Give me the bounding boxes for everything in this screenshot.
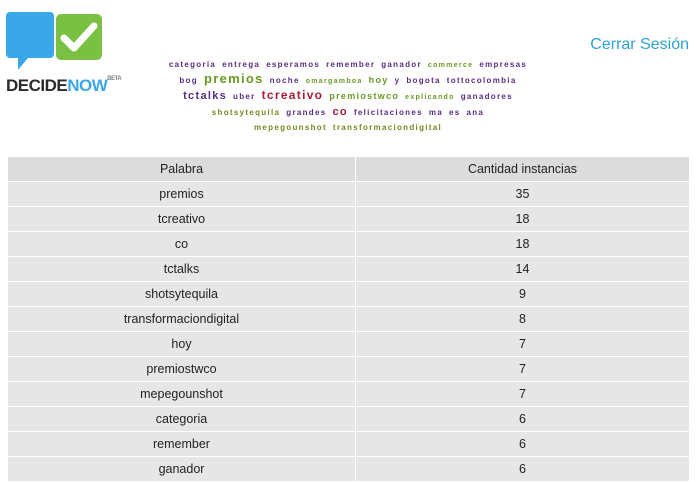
word-count-table-container: Palabra Cantidad instancias premios 35 tcr… bbox=[8, 157, 689, 482]
word-cloud-word: premiostwco bbox=[329, 91, 400, 101]
column-header-palabra: Palabra bbox=[8, 157, 356, 182]
word-cloud-word: bog bbox=[179, 76, 198, 85]
word-cloud-word: omargamboa bbox=[305, 78, 363, 85]
decidenow-logo[interactable]: DECIDENOWBETA bbox=[6, 8, 122, 98]
word-cloud-word: tctalks bbox=[183, 90, 228, 102]
word-cloud-line: bog premios noche omargamboa hoy y bogota totto… bbox=[140, 72, 556, 88]
cell-palabra: remember bbox=[8, 431, 356, 457]
table-row: hoy 7 bbox=[8, 331, 689, 357]
word-cloud-line: mepegounshot transformaciondigital bbox=[140, 119, 556, 134]
table-header-row: Palabra Cantidad instancias bbox=[8, 157, 689, 182]
word-cloud-word: premios bbox=[203, 71, 264, 86]
word-cloud-word: ganador bbox=[381, 60, 422, 69]
word-cloud-word: shotsytequila bbox=[211, 108, 281, 117]
table-row: shotsytequila 9 bbox=[8, 281, 689, 307]
word-cloud-word: uber bbox=[233, 92, 256, 101]
column-header-cantidad: Cantidad instancias bbox=[355, 157, 689, 182]
table-row: co 18 bbox=[8, 231, 689, 257]
table-body: premios 35 tcreativo 18 co 18 tctalks 14 shotsyt… bbox=[8, 181, 689, 482]
word-cloud-line: shotsytequila grandes co felicitaciones ma es… bbox=[140, 104, 556, 119]
table-row: premios 35 bbox=[8, 181, 689, 207]
word-cloud-word: y bbox=[394, 76, 401, 85]
cell-palabra: premios bbox=[8, 181, 356, 207]
table-row: remember 6 bbox=[8, 431, 689, 457]
word-cloud-word: ganadores bbox=[460, 92, 513, 101]
word-cloud-word: transformaciondigital bbox=[332, 123, 443, 132]
table-row: tcreativo 18 bbox=[8, 206, 689, 232]
cell-palabra: mepegounshot bbox=[8, 381, 356, 407]
cell-cantidad: 9 bbox=[355, 281, 689, 307]
cell-cantidad: 14 bbox=[355, 256, 689, 282]
word-cloud-word: noche bbox=[269, 76, 300, 85]
cell-cantidad: 6 bbox=[355, 406, 689, 432]
word-cloud-word: hoy bbox=[368, 75, 389, 85]
table-row: ganador 6 bbox=[8, 456, 689, 482]
word-cloud-word: commerce bbox=[427, 62, 474, 69]
cell-palabra: shotsytequila bbox=[8, 281, 356, 307]
word-cloud-word: co bbox=[332, 106, 348, 118]
word-cloud-line: categoria entrega esperamos remember ganador… bbox=[140, 56, 556, 72]
cell-cantidad: 7 bbox=[355, 356, 689, 382]
word-cloud-word: entrega bbox=[222, 60, 261, 69]
cell-cantidad: 6 bbox=[355, 456, 689, 482]
cell-cantidad: 7 bbox=[355, 381, 689, 407]
logo-wordmark: DECIDENOWBETA bbox=[6, 76, 122, 95]
word-cloud-word: remember bbox=[326, 60, 376, 69]
word-cloud-word: es bbox=[449, 108, 461, 117]
word-cloud-word: felicitaciones bbox=[353, 108, 423, 117]
word-cloud-word: grandes bbox=[286, 108, 327, 117]
table-row: categoria 6 bbox=[8, 406, 689, 432]
word-cloud-word: ma bbox=[428, 108, 443, 117]
table-row: premiostwco 7 bbox=[8, 356, 689, 382]
word-cloud-word: tottocolombia bbox=[446, 76, 517, 85]
table-row: transformaciondigital 8 bbox=[8, 306, 689, 332]
word-cloud-word: tcreativo bbox=[261, 88, 324, 102]
cell-palabra: categoria bbox=[8, 406, 356, 432]
cell-palabra: tctalks bbox=[8, 256, 356, 282]
word-cloud-line: tctalks uber tcreativo premiostwco explicand… bbox=[140, 88, 556, 104]
cell-cantidad: 18 bbox=[355, 206, 689, 232]
cell-palabra: hoy bbox=[8, 331, 356, 357]
table-row: tctalks 14 bbox=[8, 256, 689, 282]
cell-cantidad: 8 bbox=[355, 306, 689, 332]
cell-cantidad: 7 bbox=[355, 331, 689, 357]
word-cloud-word: bogota bbox=[406, 76, 441, 85]
table-row: mepegounshot 7 bbox=[8, 381, 689, 407]
cell-palabra: transformaciondigital bbox=[8, 306, 356, 332]
word-cloud-word: explicando bbox=[405, 94, 455, 101]
cell-cantidad: 18 bbox=[355, 231, 689, 257]
word-count-table: Palabra Cantidad instancias premios 35 tcr… bbox=[8, 157, 689, 482]
word-cloud: categoria entrega esperamos remember ganador… bbox=[140, 56, 556, 134]
cell-cantidad: 6 bbox=[355, 431, 689, 457]
logout-link[interactable]: Cerrar Sesión bbox=[590, 36, 689, 53]
word-cloud-word: mepegounshot bbox=[253, 123, 327, 132]
word-cloud-word: empresas bbox=[479, 60, 528, 69]
cell-palabra: premiostwco bbox=[8, 356, 356, 382]
logo-icon bbox=[6, 12, 102, 70]
word-cloud-word: esperamos bbox=[266, 60, 321, 69]
cell-palabra: ganador bbox=[8, 456, 356, 482]
cell-palabra: co bbox=[8, 231, 356, 257]
cell-palabra: tcreativo bbox=[8, 206, 356, 232]
cell-cantidad: 35 bbox=[355, 181, 689, 207]
word-cloud-word: categoria bbox=[168, 60, 217, 69]
word-cloud-word: ana bbox=[466, 108, 485, 117]
